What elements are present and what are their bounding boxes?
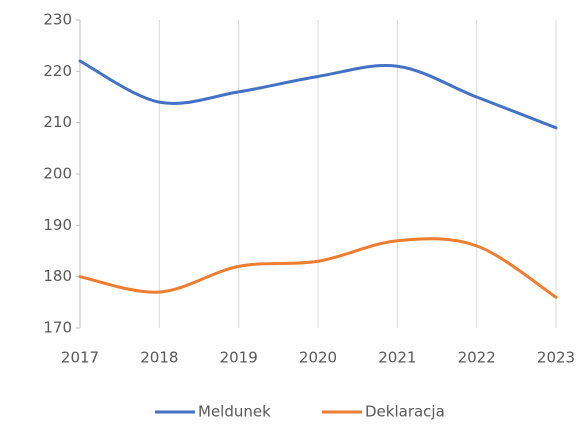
- y-tick-label: 210: [43, 113, 72, 131]
- legend-label: Deklaracja: [365, 403, 445, 421]
- y-tick-label: 200: [43, 165, 72, 183]
- y-tick-label: 180: [43, 267, 72, 285]
- x-tick-label: 2019: [220, 349, 258, 367]
- y-tick-label: 190: [43, 216, 72, 234]
- x-tick-label: 2023: [537, 349, 575, 367]
- legend-label: Meldunek: [198, 403, 271, 421]
- x-tick-label: 2022: [458, 349, 496, 367]
- line: [78, 237, 558, 299]
- line: [78, 59, 558, 130]
- x-tick-label: 2021: [378, 349, 416, 367]
- x-tick-label: 2018: [140, 349, 178, 367]
- x-tick-label: 2017: [61, 349, 99, 367]
- y-tick-label: 170: [43, 319, 72, 337]
- x-tick-label: 2020: [299, 349, 337, 367]
- y-tick-label: 220: [43, 62, 72, 80]
- y-tick-label: 230: [43, 11, 72, 29]
